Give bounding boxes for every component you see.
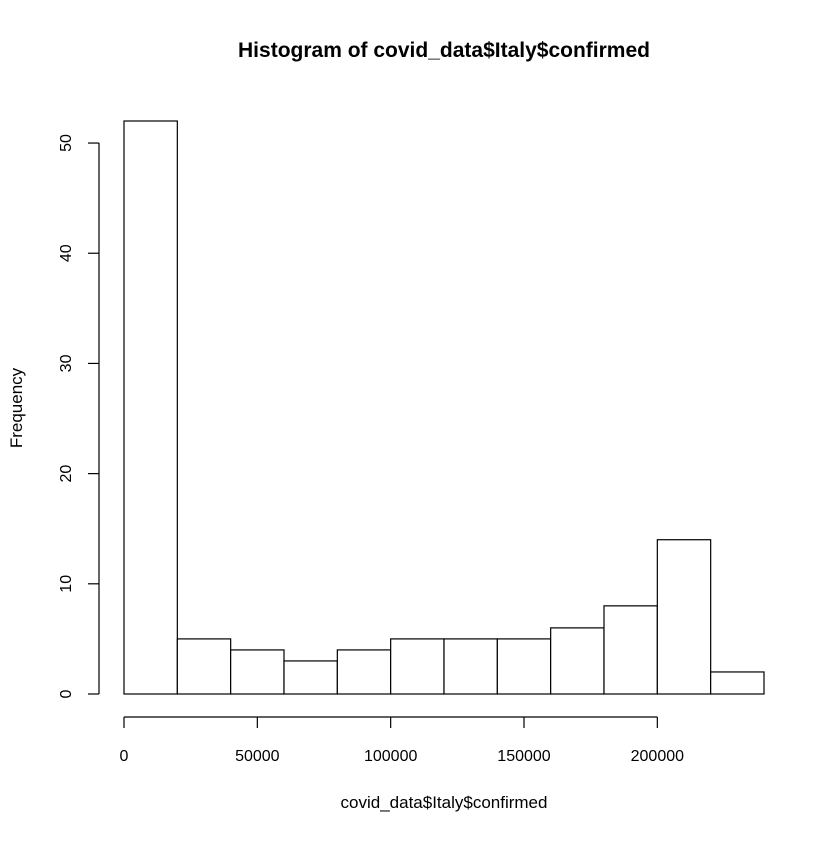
histogram-bar-9 <box>603 605 658 695</box>
x-tick-label-0: 0 <box>120 748 129 765</box>
histogram-bar-10 <box>656 539 712 695</box>
histogram-bar-8 <box>550 627 605 695</box>
x-axis: 0 50000 100000 150000 200000 <box>120 716 684 765</box>
histogram-bar-1 <box>176 638 232 695</box>
y-tick-label-5: 50 <box>58 134 75 152</box>
y-tick-label-2: 20 <box>58 465 75 483</box>
bars-group <box>123 120 765 695</box>
x-tick-label-4: 200000 <box>631 748 684 765</box>
histogram-bar-6 <box>443 638 498 695</box>
y-axis: 0 10 20 30 40 50 <box>58 134 100 698</box>
y-tick-label-0: 0 <box>58 689 75 698</box>
histogram-bar-4 <box>336 649 392 695</box>
y-tick-label-4: 40 <box>58 244 75 262</box>
chart-title: Histogram of covid_data$Italy$confirmed <box>238 39 650 62</box>
histogram-bar-3 <box>283 660 338 695</box>
histogram-bar-0 <box>123 120 178 695</box>
histogram-bar-7 <box>496 638 552 695</box>
histogram-bar-2 <box>230 649 285 695</box>
x-tick-label-3: 150000 <box>497 748 550 765</box>
y-tick-label-1: 10 <box>58 575 75 593</box>
x-axis-label: covid_data$Italy$confirmed <box>341 793 548 812</box>
x-tick-label-1: 50000 <box>235 748 280 765</box>
y-axis-label: Frequency <box>7 367 26 448</box>
histogram-bar-11 <box>710 671 765 695</box>
y-tick-label-3: 30 <box>58 354 75 372</box>
histogram-bar-5 <box>390 638 445 695</box>
x-tick-label-2: 100000 <box>364 748 417 765</box>
